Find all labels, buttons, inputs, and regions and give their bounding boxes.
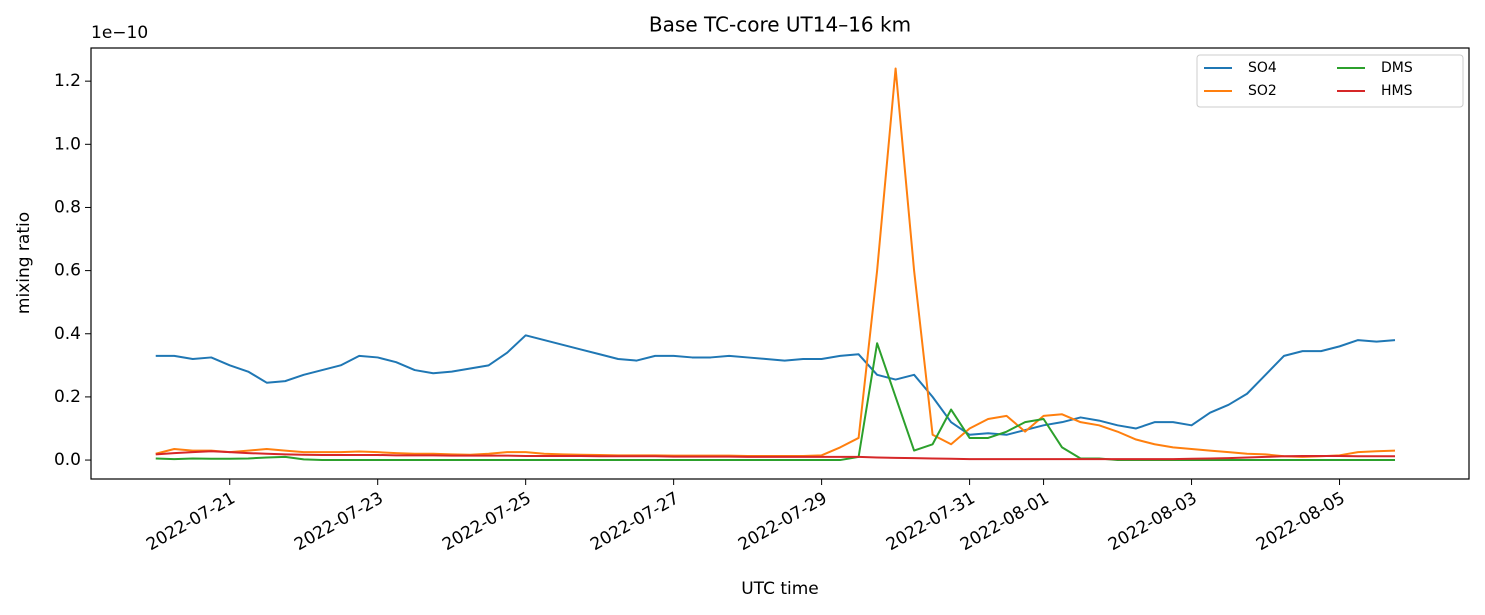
x-axis-label: UTC time	[741, 579, 819, 599]
series-line	[155, 450, 1396, 461]
legend-label: SO2	[1248, 83, 1277, 99]
y-tick-label: 1.0	[54, 134, 81, 154]
series-line	[155, 334, 1396, 436]
chart-title: Base TC-core UT14–16 km	[649, 13, 911, 37]
y-tick-label: 1.2	[54, 71, 81, 91]
legend-label: DMS	[1381, 60, 1413, 76]
legend-box	[1196, 54, 1464, 108]
y-tick-label: 0.4	[54, 324, 81, 344]
legend-label: HMS	[1381, 83, 1413, 99]
y-axis-label: mixing ratio	[14, 212, 34, 314]
y-tick-label: 0.2	[54, 387, 81, 407]
series-line	[155, 342, 1396, 462]
legend-label: SO4	[1248, 60, 1277, 76]
y-tick-label: 0.6	[54, 261, 81, 281]
y-offset-label: 1e−10	[91, 23, 148, 43]
y-tick-label: 0.0	[54, 450, 81, 470]
y-tick-label: 0.8	[54, 197, 81, 217]
plot-frame	[90, 47, 1470, 480]
